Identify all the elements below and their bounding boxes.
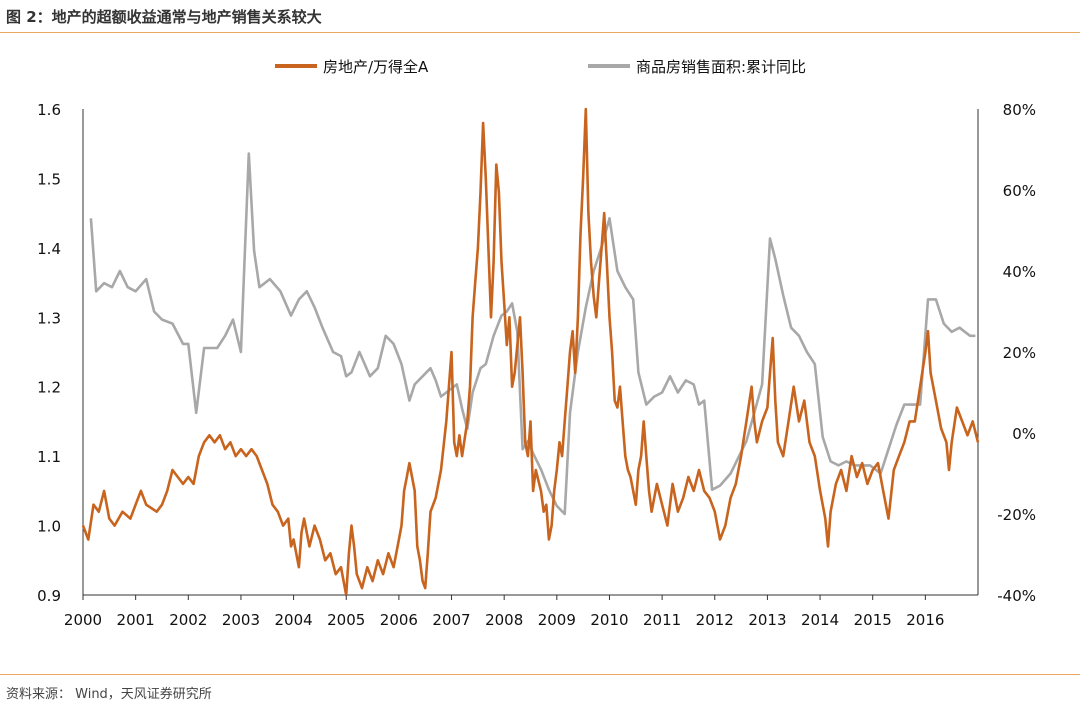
legend: 房地产/万得全A 商品房销售面积:累计同比 — [275, 58, 806, 76]
legend-label-2: 商品房销售面积:累计同比 — [636, 58, 806, 76]
left-tick-label: 1.3 — [37, 309, 61, 327]
right-tick-label: 20% — [1003, 344, 1036, 362]
left-tick-label: 1.2 — [37, 379, 61, 397]
x-tick-label: 2014 — [801, 611, 839, 629]
x-tick-label: 2016 — [906, 611, 944, 629]
left-tick-label: 1.6 — [37, 101, 61, 119]
x-axis-ticks: 2000 2001 2002 2003 2004 2005 2006 2007 2008 2009… — [64, 595, 944, 629]
x-tick-label: 2004 — [274, 611, 312, 629]
right-tick-label: -20% — [997, 506, 1036, 524]
series-line-1 — [81, 107, 980, 597]
figure-title: 图 2：地产的超额收益通常与地产销售关系较大 — [6, 8, 322, 26]
x-tick-label: 2000 — [64, 611, 102, 629]
x-tick-label: 2010 — [590, 611, 628, 629]
legend-label-1: 房地产/万得全A — [323, 58, 429, 76]
right-tick-label: 0% — [1012, 425, 1036, 443]
x-tick-label: 2006 — [380, 611, 418, 629]
right-axis-ticks: -40% -20% 0% 20% 40% 60% 80% — [997, 101, 1036, 605]
x-tick-label: 2012 — [696, 611, 734, 629]
x-tick-label: 2013 — [748, 611, 786, 629]
x-tick-label: 2015 — [854, 611, 892, 629]
right-tick-label: 60% — [1003, 182, 1036, 200]
left-tick-label: 1.4 — [37, 240, 61, 258]
left-tick-label: 0.9 — [37, 587, 61, 605]
x-tick-label: 2001 — [117, 611, 155, 629]
right-tick-label: -40% — [997, 587, 1036, 605]
axes-frame — [82, 109, 979, 596]
source-note: 资料来源： Wind，天风证券研究所 — [6, 687, 212, 702]
right-tick-label: 40% — [1003, 263, 1036, 281]
x-tick-label: 2003 — [222, 611, 260, 629]
x-tick-label: 2009 — [538, 611, 576, 629]
x-tick-label: 2002 — [169, 611, 207, 629]
x-tick-label: 2011 — [643, 611, 681, 629]
footer-divider — [0, 674, 1080, 675]
title-divider — [0, 32, 1080, 33]
x-tick-label: 2007 — [432, 611, 470, 629]
series-lines — [81, 107, 980, 597]
x-tick-label: 2005 — [327, 611, 365, 629]
left-tick-label: 1.1 — [37, 448, 61, 466]
left-axis-ticks: 0.9 1.0 1.1 1.2 1.3 1.4 1.5 1.6 — [37, 101, 61, 605]
left-tick-label: 1.5 — [37, 170, 61, 188]
left-tick-label: 1.0 — [37, 518, 61, 536]
right-tick-label: 80% — [1003, 101, 1036, 119]
x-tick-label: 2008 — [485, 611, 523, 629]
